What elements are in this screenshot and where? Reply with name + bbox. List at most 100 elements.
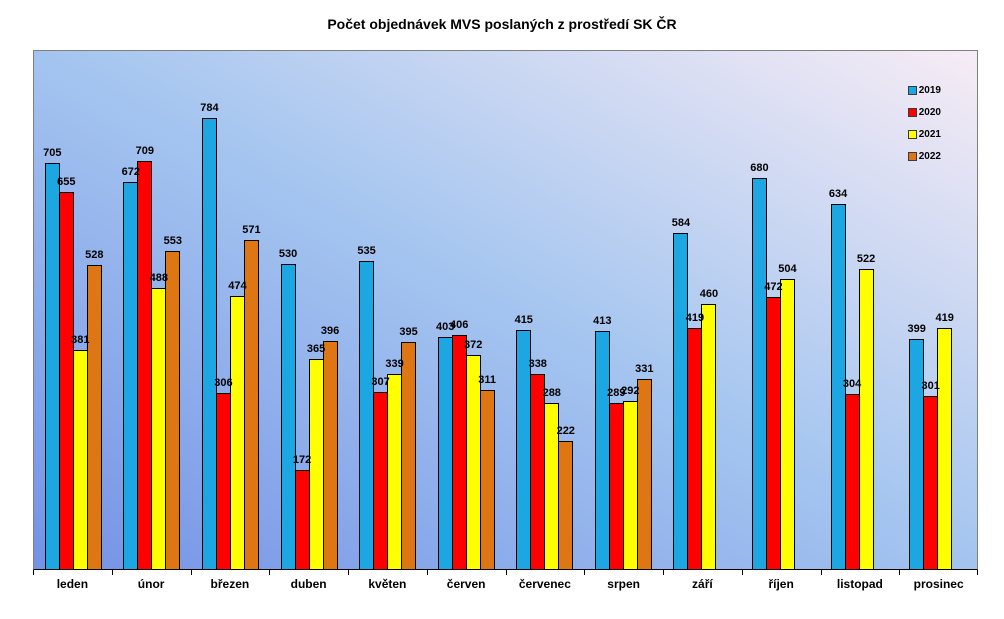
bar-value-label: 292 — [621, 384, 640, 397]
bar-slot: 504 — [778, 51, 797, 569]
bar-value-label: 331 — [635, 362, 654, 375]
month-cell-srpen: srpen — [584, 570, 663, 598]
bar-slot — [951, 51, 966, 569]
bar-slot: 415 — [515, 51, 533, 569]
month-cell-květen: květen — [348, 570, 427, 598]
bar-slot: 419 — [935, 51, 954, 569]
bar-group-červenec: 415 338 288 222 — [505, 51, 584, 569]
month-label: duben — [290, 577, 327, 591]
bar-slot: 488 — [150, 51, 168, 569]
bar-slot: 381 — [71, 51, 89, 569]
bar-2020-únor — [137, 160, 153, 569]
month-cell-únor: únor — [111, 570, 191, 598]
bar-value-label: 288 — [542, 387, 561, 400]
bar-2019-leden — [44, 163, 60, 569]
bar-2019-září — [673, 232, 689, 569]
bar-2019-listopad — [830, 204, 846, 569]
axis-tick — [663, 570, 664, 575]
month-label: listopad — [836, 577, 883, 591]
bar-2021-květen — [387, 373, 403, 569]
axis-tick — [977, 570, 978, 575]
bar-2019-říjen — [751, 177, 767, 569]
bar-2021-říjen — [779, 278, 795, 569]
bar-slot: 634 — [829, 51, 847, 569]
bar-slot: 289 — [607, 51, 626, 569]
bar-slot: 395 — [399, 51, 418, 569]
bar-slot: 672 — [122, 51, 140, 569]
month-label: září — [692, 577, 713, 591]
bar-slot: 709 — [136, 51, 154, 569]
month-label: srpen — [607, 577, 640, 591]
bar-value-label: 338 — [528, 358, 547, 371]
bar-2020-leden — [58, 192, 74, 569]
bar-2019-srpen — [594, 331, 610, 569]
axis-tick — [584, 570, 586, 575]
bar-2019-únor — [123, 182, 139, 569]
bar-value-label: 504 — [778, 262, 797, 275]
axis-tick — [899, 570, 901, 575]
bar-value-label: 530 — [278, 247, 298, 260]
bar-slot: 784 — [200, 51, 219, 569]
bar-slot: 474 — [228, 51, 247, 569]
bar-value-label: 365 — [306, 342, 326, 355]
bar-2022-červen — [479, 390, 495, 569]
bar-2019-březen — [201, 117, 217, 569]
x-axis: leden únor březen duben květen červen červenec… — [33, 570, 978, 598]
axis-tick — [269, 570, 271, 575]
bar-slot: 584 — [671, 51, 691, 569]
bar-group-březen: 784 306 474 571 — [191, 51, 270, 569]
month-cell-listopad: listopad — [820, 570, 900, 598]
legend-label: 2019 — [918, 85, 941, 96]
bar-group-srpen: 413 289 292 331 — [584, 51, 663, 569]
bar-value-label: 306 — [214, 376, 233, 389]
bar-value-label: 307 — [371, 376, 390, 389]
bar-slot: 413 — [593, 51, 612, 569]
bar-2020-prosinec — [923, 395, 939, 569]
bar-slot: 571 — [242, 51, 261, 569]
legend-swatch-icon — [907, 86, 917, 95]
bar-value-label: 222 — [556, 425, 575, 438]
bar-value-label: 535 — [357, 245, 376, 258]
bar-group-červen: 403 406 372 311 — [427, 51, 506, 569]
legend-label: 2020 — [918, 107, 941, 118]
axis-tick — [505, 570, 507, 575]
month-label: říjen — [768, 577, 794, 591]
bar-2021-únor — [151, 288, 167, 569]
bar-slot: 406 — [450, 51, 468, 569]
bar-value-label: 395 — [399, 325, 418, 338]
month-cell-duben: duben — [269, 570, 348, 598]
bar-value-label: 301 — [921, 379, 940, 392]
bar-value-label: 396 — [320, 325, 340, 338]
bar-value-label: 584 — [671, 216, 691, 229]
bar-group-únor: 672 709 488 553 — [113, 51, 192, 569]
bar-value-label: 680 — [750, 161, 769, 174]
bar-groups-container: 705 655 381 528 672 709 488 553 784 306 474 571 530 1… — [34, 51, 977, 569]
bar-slot: 331 — [635, 51, 654, 569]
legend-swatch-icon — [907, 152, 917, 161]
bar-value-label: 289 — [607, 386, 626, 399]
bar-slot: 339 — [385, 51, 404, 569]
bar-value-label: 372 — [463, 338, 483, 351]
bar-2022-srpen — [636, 378, 652, 569]
bar-slot: 307 — [371, 51, 390, 569]
bar-slot: 403 — [436, 51, 454, 569]
month-cell-prosinec: prosinec — [899, 570, 978, 598]
axis-tick — [348, 570, 349, 575]
bar-slot — [715, 51, 730, 569]
bar-group-květen: 535 307 339 395 — [348, 51, 427, 569]
bar-2021-listopad — [858, 268, 874, 569]
bar-value-label: 413 — [593, 315, 612, 328]
bar-slot: 528 — [85, 51, 103, 569]
bar-group-leden: 705 655 381 528 — [34, 51, 113, 569]
bar-slot: 655 — [57, 51, 75, 569]
bar-slot: 460 — [700, 51, 718, 569]
month-cell-leden: leden — [33, 570, 112, 598]
bar-2019-duben — [280, 263, 296, 569]
legend-item-2019: 2019 — [907, 85, 941, 96]
bar-value-label: 522 — [856, 252, 876, 265]
bar-value-label: 172 — [292, 454, 312, 467]
plot-area: 705 655 381 528 672 709 488 553 784 306 474 571 530 1… — [33, 50, 978, 570]
bar-value-label: 304 — [842, 378, 862, 391]
bar-2022-březen — [243, 240, 259, 569]
axis-tick — [190, 570, 192, 575]
